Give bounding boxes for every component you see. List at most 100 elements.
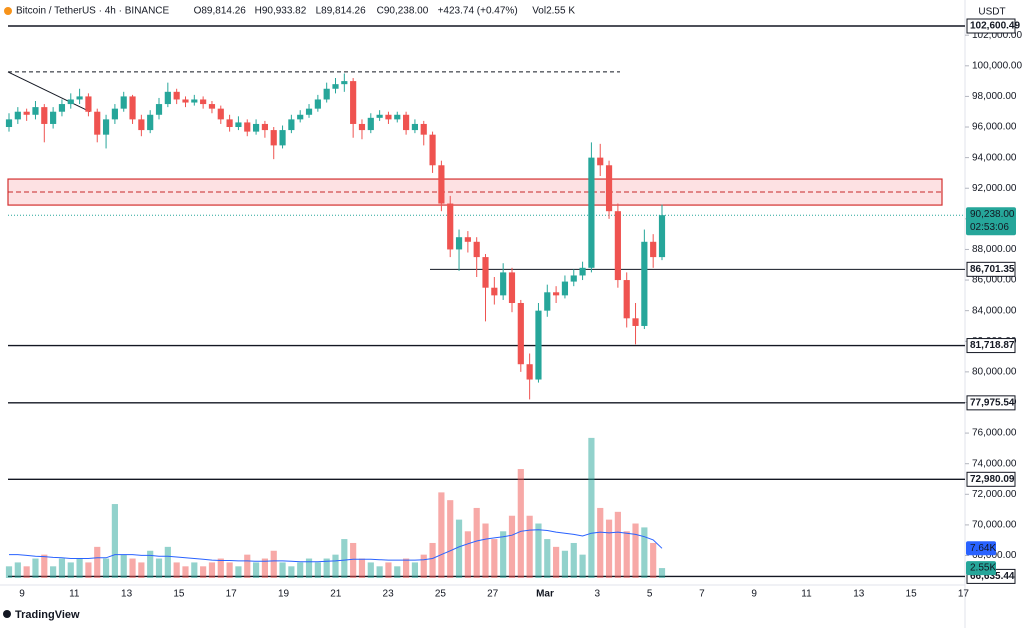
currency: USDT — [978, 7, 1005, 18]
volume-bar — [420, 554, 427, 578]
volume-bar — [23, 566, 30, 578]
candle-body — [358, 123, 366, 131]
volume-bar — [553, 546, 560, 578]
volume-bar — [5, 566, 13, 578]
x-tick-label: 17 — [958, 589, 970, 600]
level-label-box — [966, 338, 1016, 354]
trendline — [7, 71, 91, 113]
candle-body — [588, 157, 595, 268]
x-tick-label: 25 — [435, 589, 447, 600]
candle-body — [191, 99, 198, 103]
candle-body — [500, 272, 507, 296]
volume-ma-box — [966, 541, 996, 556]
volume-bar — [579, 554, 586, 578]
volume-bar — [279, 562, 286, 578]
x-tick-label: 15 — [906, 589, 918, 600]
volume-bar — [76, 558, 83, 578]
candle-body — [605, 165, 613, 212]
volume-bar — [500, 531, 507, 578]
y-tick-label: 96,000.00 — [972, 122, 1017, 133]
candle-body — [429, 134, 436, 166]
volume-bar — [314, 562, 321, 578]
x-tick-label: 11 — [69, 589, 80, 600]
volume-bar — [358, 558, 366, 578]
volume-bar — [305, 558, 313, 578]
candle-body — [208, 104, 216, 109]
level-label-box — [966, 261, 1016, 277]
candle-body — [526, 364, 533, 380]
volume-bar — [244, 554, 251, 578]
volume-bar — [508, 515, 516, 578]
y-tick-label: 76,000.00 — [972, 428, 1017, 439]
candle-body — [482, 257, 489, 288]
volume-bar — [173, 562, 180, 578]
volume-bar — [147, 550, 154, 578]
volume-bar — [32, 558, 39, 578]
volume-bar — [544, 539, 551, 578]
candle-body — [85, 96, 92, 112]
candle-body — [173, 91, 180, 100]
candle-body — [102, 119, 110, 135]
volume-bar — [191, 562, 198, 578]
logo — [3, 610, 11, 618]
candle-body — [438, 165, 445, 204]
y-tick-label: 80,000.00 — [972, 367, 1017, 378]
candle-body — [76, 96, 83, 100]
volume-bar — [650, 542, 657, 578]
volume-bar — [41, 554, 48, 578]
candle-body — [94, 111, 101, 135]
level-label: 77,975.54 — [970, 397, 1015, 408]
y-tick-label: 102,000.00 — [972, 30, 1022, 41]
candle-body — [508, 272, 516, 304]
level-label-box — [966, 395, 1016, 411]
volume-bar — [129, 558, 136, 578]
volume-bar — [491, 539, 498, 578]
y-tick-label: 68,000.00 — [972, 550, 1017, 561]
y-tick-label: 84,000.00 — [972, 305, 1017, 316]
volume-bar — [526, 515, 533, 578]
volume-bar — [270, 550, 277, 578]
volume-bar — [85, 562, 92, 578]
candle-body — [367, 117, 374, 131]
volume-bar — [102, 558, 110, 578]
candle-body — [138, 119, 145, 131]
ohlc-value: C90,238.00 — [377, 6, 429, 17]
candle-body — [129, 96, 136, 120]
volume-bar — [155, 558, 163, 578]
countdown: 02:53:06 — [970, 222, 1009, 233]
x-tick-label: 11 — [801, 589, 812, 600]
candle-body — [314, 99, 321, 109]
candle-body — [350, 81, 357, 124]
candle-body — [632, 318, 639, 326]
ohlc-value: L89,814.26 — [316, 6, 366, 17]
candle-body — [50, 111, 57, 124]
y-tick-label: 100,000.00 — [972, 60, 1022, 71]
candle-body — [553, 292, 560, 296]
volume-bar — [517, 469, 524, 578]
volume-bar — [332, 554, 339, 578]
x-tick-label: 13 — [121, 589, 133, 600]
x-tick-label: 3 — [595, 589, 601, 600]
candle-body — [376, 114, 383, 118]
level-label: 81,718.87 — [970, 340, 1015, 351]
x-tick-label: 23 — [383, 589, 395, 600]
volume-ma-label: 7.64K — [970, 543, 996, 554]
volume-bar — [182, 566, 189, 578]
level-label-box — [966, 18, 1016, 34]
candle-body — [182, 99, 189, 103]
candle-body — [614, 211, 621, 281]
x-tick-label: 15 — [173, 589, 185, 600]
y-tick-label: 94,000.00 — [972, 152, 1017, 163]
candle-body — [279, 130, 286, 146]
candle-body — [261, 123, 268, 131]
volume-bar — [570, 542, 577, 578]
candle-body — [403, 114, 410, 131]
volume-bar — [376, 566, 383, 578]
candle-body — [447, 203, 454, 250]
candle-body — [23, 111, 30, 115]
volume-bar — [297, 562, 304, 578]
volume-bar — [138, 562, 145, 578]
candle-body — [641, 241, 648, 326]
volume-bar — [455, 519, 463, 578]
